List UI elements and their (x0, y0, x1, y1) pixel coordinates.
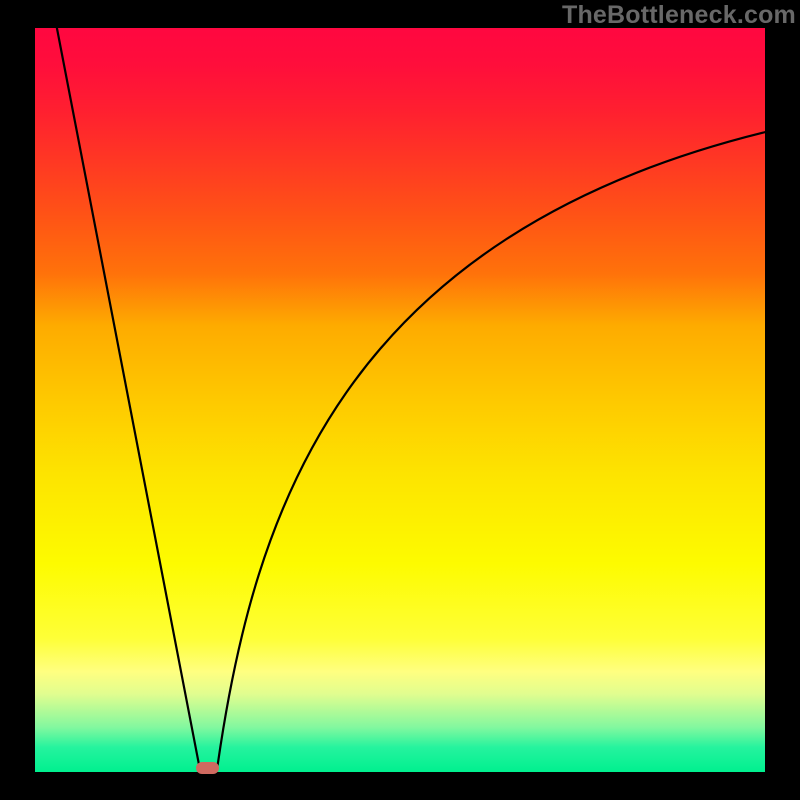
plot-area (35, 28, 765, 772)
watermark-text: TheBottleneck.com (562, 1, 796, 30)
plot-svg (35, 28, 765, 772)
sweet-spot-marker (196, 762, 219, 774)
gradient-background (35, 28, 765, 772)
